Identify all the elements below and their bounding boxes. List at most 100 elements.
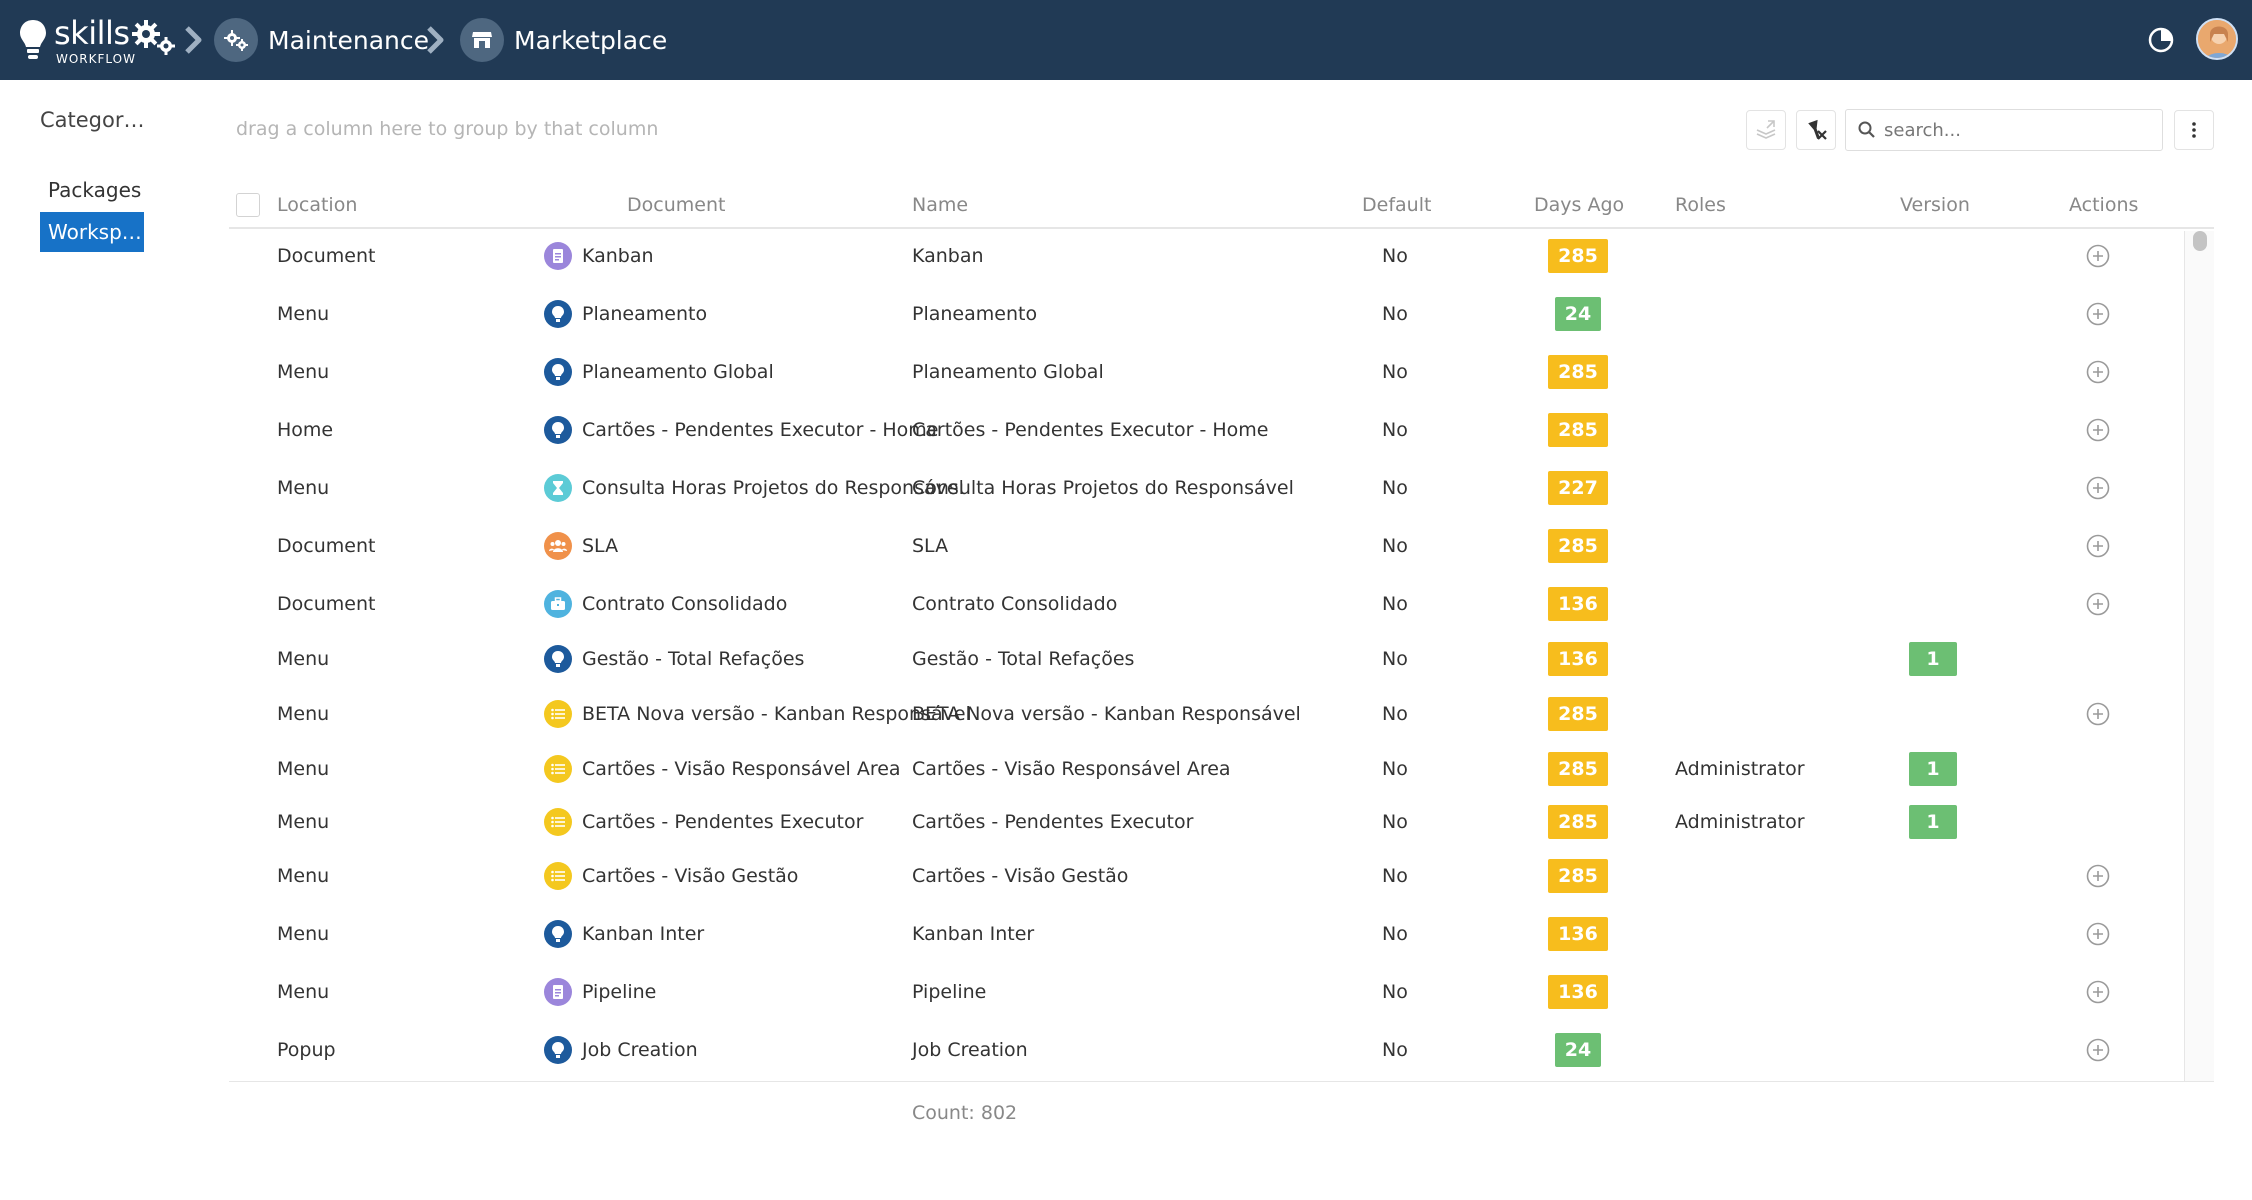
- document-cell[interactable]: Contrato Consolidado: [582, 593, 788, 615]
- document-cell[interactable]: Planeamento: [582, 303, 708, 325]
- name-cell: BETA Nova versão - Kanban Responsável: [912, 703, 1301, 725]
- table-row[interactable]: Menu Planeamento Global Planeamento Global…: [229, 347, 2184, 397]
- bulb-icon: [544, 358, 572, 386]
- table-row[interactable]: Document Contrato Consolidado Contrato Con…: [229, 579, 2184, 629]
- location-cell: Menu: [277, 361, 330, 383]
- table-row[interactable]: Menu Cartões - Visão Gestão Cartões - Visã…: [229, 851, 2184, 901]
- select-all-checkbox[interactable]: [236, 193, 260, 217]
- table-row[interactable]: Menu Planeamento Planeamento No 24: [229, 289, 2184, 339]
- name-cell: Kanban Inter: [912, 923, 1035, 945]
- bulb-icon: [544, 416, 572, 444]
- add-package-icon[interactable]: [2085, 1037, 2111, 1063]
- column-header-default[interactable]: Default: [1362, 194, 1432, 216]
- table-row[interactable]: Document Kanban Kanban No 285: [229, 231, 2184, 281]
- list-icon: [544, 808, 572, 836]
- column-header-location[interactable]: Location: [277, 194, 358, 216]
- list-icon: [544, 700, 572, 728]
- table-row[interactable]: Menu Consulta Horas Projetos do Responsáv…: [229, 463, 2184, 513]
- default-cell: No: [1382, 361, 1408, 383]
- bulb-icon: [544, 300, 572, 328]
- sidebar-item-workspaces[interactable]: Worksp…: [40, 212, 144, 252]
- skills-workflow-logo[interactable]: skills WORKFLOW: [18, 14, 178, 66]
- table-row[interactable]: Home Cartões - Pendentes Executor - Home C…: [229, 405, 2184, 455]
- gears-logo-icon: [132, 20, 175, 55]
- document-cell[interactable]: Kanban: [582, 245, 654, 267]
- table-row[interactable]: Menu Pipeline Pipeline No 136: [229, 967, 2184, 1017]
- breadcrumb-maintenance[interactable]: Maintenance: [214, 18, 429, 62]
- search-field[interactable]: [1845, 109, 2163, 151]
- document-cell[interactable]: SLA: [582, 535, 619, 557]
- layers-icon: [1756, 120, 1776, 139]
- column-header-name[interactable]: Name: [912, 194, 969, 216]
- document-cell[interactable]: Cartões - Visão Gestão: [582, 865, 799, 887]
- days-ago-badge: 285: [1548, 859, 1608, 893]
- add-package-icon[interactable]: [2085, 533, 2111, 559]
- add-package-icon[interactable]: [2085, 863, 2111, 889]
- add-package-icon[interactable]: [2085, 475, 2111, 501]
- table-row[interactable]: Menu Cartões - Pendentes Executor Cartões …: [229, 797, 2184, 847]
- document-cell[interactable]: Cartões - Pendentes Executor: [582, 811, 864, 833]
- default-cell: No: [1382, 865, 1408, 887]
- column-header-days-ago[interactable]: Days Ago: [1534, 194, 1625, 216]
- days-ago-badge: 285: [1548, 805, 1608, 839]
- user-avatar[interactable]: [2196, 18, 2238, 60]
- sidebar-item-packages[interactable]: Packages: [48, 178, 142, 202]
- days-ago-badge: 24: [1554, 297, 1602, 331]
- add-package-icon[interactable]: [2085, 243, 2111, 269]
- location-cell: Document: [277, 245, 376, 267]
- location-cell: Menu: [277, 703, 330, 725]
- name-cell: Gestão - Total Refações: [912, 648, 1135, 670]
- column-header-roles[interactable]: Roles: [1675, 194, 1726, 216]
- table-row[interactable]: Menu BETA Nova versão - Kanban Responsáve…: [229, 689, 2184, 739]
- days-ago-badge: 285: [1548, 239, 1608, 273]
- scrollbar-thumb[interactable]: [2193, 231, 2207, 251]
- group-by-drop-zone[interactable]: drag a column here to group by that colu…: [236, 118, 659, 140]
- collapse-groups-button[interactable]: [1746, 110, 1786, 150]
- document-icon: [544, 978, 572, 1006]
- table-row[interactable]: Popup Job Creation Job Creation No 24: [229, 1025, 2184, 1075]
- location-cell: Document: [277, 535, 376, 557]
- default-cell: No: [1382, 303, 1408, 325]
- column-header-actions: Actions: [2069, 194, 2139, 216]
- default-cell: No: [1382, 593, 1408, 615]
- document-icon: [544, 242, 572, 270]
- vertical-scrollbar[interactable]: [2184, 231, 2214, 1081]
- days-ago-badge: 285: [1548, 697, 1608, 731]
- document-cell[interactable]: Cartões - Pendentes Executor - Home: [582, 419, 939, 441]
- search-input[interactable]: [1884, 116, 2154, 144]
- default-cell: No: [1382, 811, 1408, 833]
- add-package-icon[interactable]: [2085, 359, 2111, 385]
- store-icon: [460, 18, 504, 62]
- add-package-icon[interactable]: [2085, 921, 2111, 947]
- column-header-document[interactable]: Document: [627, 194, 726, 216]
- document-cell[interactable]: Consulta Horas Projetos do Responsável: [582, 477, 964, 499]
- table-row[interactable]: Menu Cartões - Visão Responsável Area Cart…: [229, 744, 2184, 794]
- grid-divider: [229, 1081, 2214, 1082]
- chevron-right-icon: [185, 26, 202, 54]
- document-cell[interactable]: Planeamento Global: [582, 361, 774, 383]
- default-cell: No: [1382, 419, 1408, 441]
- name-cell: Contrato Consolidado: [912, 593, 1118, 615]
- days-ago-badge: 285: [1548, 752, 1608, 786]
- table-row[interactable]: Document SLA SLA No 285: [229, 521, 2184, 571]
- add-package-icon[interactable]: [2085, 417, 2111, 443]
- document-cell[interactable]: Job Creation: [582, 1039, 698, 1061]
- clear-filter-button[interactable]: [1796, 110, 1836, 150]
- document-cell[interactable]: Pipeline: [582, 981, 657, 1003]
- packages-grid: Location Document Name Default Days Ago …: [229, 184, 2214, 1082]
- add-package-icon[interactable]: [2085, 701, 2111, 727]
- table-row[interactable]: Menu Gestão - Total Refações Gestão - Tota…: [229, 634, 2184, 684]
- pie-chart-icon[interactable]: [2145, 24, 2177, 56]
- document-cell[interactable]: Cartões - Visão Responsável Area: [582, 758, 901, 780]
- add-package-icon[interactable]: [2085, 591, 2111, 617]
- more-options-button[interactable]: [2174, 110, 2214, 150]
- breadcrumb-marketplace[interactable]: Marketplace: [460, 18, 667, 62]
- column-header-version[interactable]: Version: [1900, 194, 1970, 216]
- table-row[interactable]: Menu Kanban Inter Kanban Inter No 136: [229, 909, 2184, 959]
- document-cell[interactable]: Kanban Inter: [582, 923, 705, 945]
- add-package-icon[interactable]: [2085, 979, 2111, 1005]
- add-package-icon[interactable]: [2085, 301, 2111, 327]
- document-cell[interactable]: Gestão - Total Refações: [582, 648, 805, 670]
- document-cell[interactable]: BETA Nova versão - Kanban Responsável: [582, 703, 971, 725]
- default-cell: No: [1382, 758, 1408, 780]
